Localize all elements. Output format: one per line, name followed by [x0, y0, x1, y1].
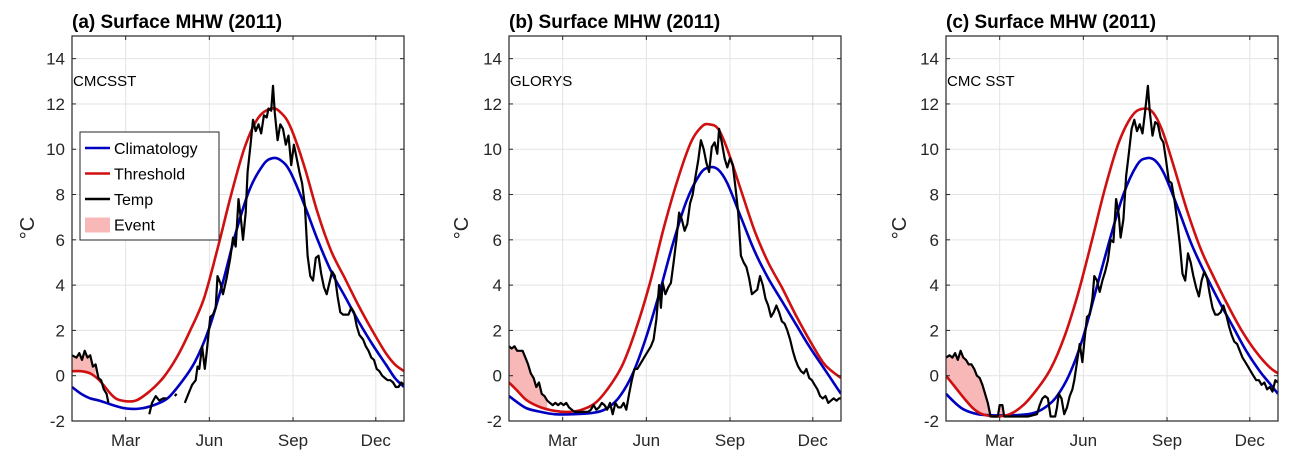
panel-b-ytick-label: 8 [493, 186, 502, 205]
panel-c-xtick-label: Sep [1152, 431, 1182, 450]
panel-a-xtick-label: Dec [361, 431, 392, 450]
panel-c-ytick-label: 4 [930, 276, 939, 295]
panel-c-ytick-label: -2 [924, 412, 939, 431]
panel-a-ytick-label: 0 [56, 367, 65, 386]
panel-c-title: (c) Surface MHW (2011) [946, 12, 1156, 33]
panel-c-series [946, 84, 1278, 418]
panel-b-threshold-line [509, 122, 841, 414]
panel-a-xtick-label: Jun [196, 431, 223, 450]
panel-a-ytick-label: 10 [46, 140, 65, 159]
panel-c-temp-line [946, 84, 1278, 418]
panel-b-axes: -2 0 2 4 6 8 10 12 14 Mar Jun Sep Dec [483, 35, 842, 450]
panel-c-axes: -2 0 2 4 6 8 10 12 14 Mar Jun Sep Dec [920, 35, 1279, 450]
panel-c-axes-box [945, 35, 1279, 422]
panel-c-ytick-label: 2 [930, 321, 939, 340]
legend-label: Event [114, 218, 155, 235]
panel-c-ytick-label: 14 [920, 50, 939, 69]
panel-a-ytick-label: 4 [56, 276, 65, 295]
panel-b-temp-line [509, 127, 841, 416]
panel-a-ytick-label: 14 [46, 50, 65, 69]
panel-c-ytick-label: 10 [920, 140, 939, 159]
panel-c-ytick-label: 8 [930, 186, 939, 205]
legend-entry-event: Event [85, 217, 155, 235]
panel-c-xtick-label: Jun [1070, 431, 1097, 450]
panel-a-ytick-label: -2 [50, 412, 65, 431]
legend-entry-threshold: Threshold [85, 167, 185, 184]
panel-a-threshold-line [72, 107, 404, 403]
panel-c-threshold-line [946, 107, 1278, 418]
panel-a-ytick-label: 2 [56, 321, 65, 340]
panel-c: -2 0 2 4 6 8 10 12 14 Mar Jun Sep Dec (c) Surface MH… [889, 12, 1279, 450]
panel-a-series [72, 84, 404, 415]
legend-label: Climatology [114, 141, 198, 158]
panel-b-ytick-label: 2 [493, 321, 502, 340]
panel-c-xtick-label: Dec [1235, 431, 1266, 450]
panel-a-legend: Climatology Threshold Temp Event [79, 131, 220, 241]
legend-label: Threshold [114, 167, 185, 184]
panel-c-annotation: CMC SST [947, 73, 1015, 90]
panel-b-ytick-label: 12 [483, 95, 502, 114]
panel-b-xtick-label: Dec [798, 431, 829, 450]
panel-a-ytick-label: 6 [56, 231, 65, 250]
panel-a-ylabel: °C [17, 217, 39, 239]
panel-a-axes-box [71, 35, 405, 422]
panel-b-xtick-label: Jun [633, 431, 660, 450]
panel-b-ylabel: °C [451, 217, 473, 239]
legend-swatch [85, 217, 110, 233]
panel-b-xtick-label: Mar [548, 431, 578, 450]
panel-a-title: (a) Surface MHW (2011) [72, 12, 282, 33]
legend-label: Temp [114, 192, 153, 209]
panel-c-ytick-label: 0 [930, 367, 939, 386]
panel-b-ytick-label: -2 [487, 412, 502, 431]
panel-a: -2 0 2 4 6 8 10 12 14 Mar Jun Sep Dec (a) Surface MH… [17, 12, 405, 450]
panel-c-ytick-label: 6 [930, 231, 939, 250]
panel-b-ytick-label: 6 [493, 231, 502, 250]
panel-b-title: (b) Surface MHW (2011) [509, 12, 720, 33]
legend-entry-climatology: Climatology [85, 141, 198, 158]
panel-b: -2 0 2 4 6 8 10 12 14 Mar Jun Sep Dec (b) Surface MH… [451, 12, 842, 450]
panel-b-xtick-label: Sep [715, 431, 745, 450]
panel-c-ytick-label: 12 [920, 95, 939, 114]
panel-a-xtick-label: Sep [278, 431, 308, 450]
panel-a-ytick-label: 8 [56, 186, 65, 205]
panel-b-ytick-label: 4 [493, 276, 502, 295]
panel-b-series [509, 122, 841, 416]
panel-a-ytick-label: 12 [46, 95, 65, 114]
panel-b-plot-area [509, 36, 841, 421]
legend-entry-temp: Temp [85, 192, 153, 209]
panel-a-temp-line [183, 84, 404, 404]
panel-b-ytick-label: 10 [483, 140, 502, 159]
panel-a-temp-line [72, 349, 110, 404]
panel-b-ytick-label: 14 [483, 50, 502, 69]
panel-b-annotation: GLORYS [510, 73, 572, 90]
panel-c-ylabel: °C [889, 217, 911, 239]
panel-b-event-fill [509, 346, 548, 409]
panel-a-xtick-label: Mar [111, 431, 141, 450]
panel-a-temp-line [148, 395, 167, 415]
panel-b-axes-box [508, 35, 842, 422]
panel-c-xtick-label: Mar [985, 431, 1015, 450]
panel-a-axes: -2 0 2 4 6 8 10 12 14 Mar Jun Sep Dec [46, 35, 405, 450]
panel-b-ytick-label: 0 [493, 367, 502, 386]
panel-b-climatology-line [509, 165, 841, 416]
panel-a-temp-line [173, 393, 178, 397]
panel-a-annotation: CMCSST [73, 73, 136, 90]
panel-c-event-fill [946, 350, 991, 416]
